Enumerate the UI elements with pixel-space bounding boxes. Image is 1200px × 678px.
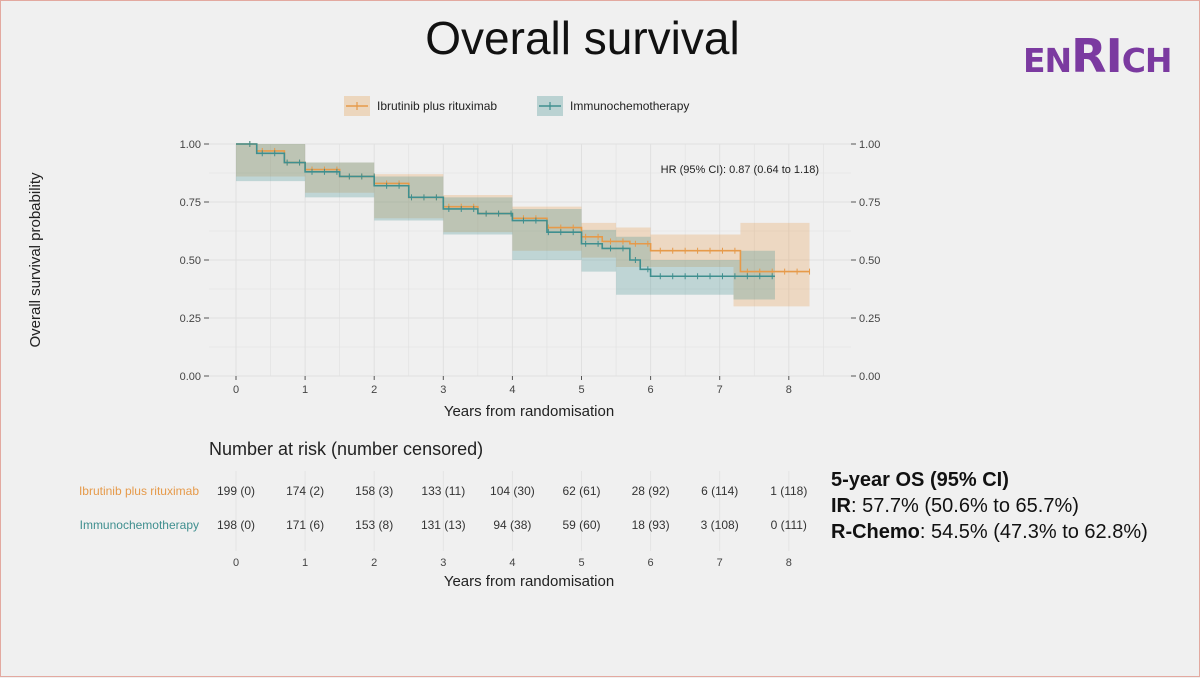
risk-cell: 94 (38) bbox=[493, 518, 531, 532]
risk-cell: 131 (13) bbox=[421, 518, 466, 532]
legend-label: Immunochemotherapy bbox=[570, 99, 689, 113]
risk-cell: 62 (61) bbox=[562, 484, 600, 498]
slide-title: Overall survival bbox=[425, 12, 740, 64]
os-rchemo-line: R-Chemo: 54.5% (47.3% to 62.8%) bbox=[831, 519, 1148, 545]
risk-cell: 3 (108) bbox=[701, 518, 739, 532]
os-ir-line: IR: 57.7% (50.6% to 65.7%) bbox=[831, 493, 1148, 519]
axes: 0.00 0.00 0.25 0.25 0.50 0.50 0.75 0.75 1.00 1.00… bbox=[180, 139, 881, 396]
os-rchemo-value: : 54.5% (47.3% to 62.8%) bbox=[919, 521, 1148, 543]
y-tick-label-right: 0.00 bbox=[859, 371, 880, 383]
risk-cell: 6 (114) bbox=[701, 484, 738, 498]
risk-cell: 0 (111) bbox=[771, 518, 807, 532]
os-ir-label: IR bbox=[831, 495, 851, 517]
logo-part-en: EN bbox=[1023, 41, 1072, 80]
survival-line bbox=[236, 143, 775, 278]
ci-band bbox=[236, 144, 810, 307]
risk-x-axis-label: Years from randomisation bbox=[444, 573, 614, 590]
survival-curves bbox=[236, 141, 811, 280]
y-tick-label-right: 0.50 bbox=[859, 255, 880, 267]
enrich-logo: ENRICH bbox=[1023, 29, 1173, 83]
y-tick-label: 0.25 bbox=[180, 313, 201, 325]
hr-annotation: HR (95% CI): 0.87 (0.64 to 1.18) bbox=[661, 164, 819, 176]
risk-x-tick-label: 3 bbox=[440, 557, 446, 569]
risk-cell: 171 (6) bbox=[286, 518, 324, 532]
y-tick-label-right: 0.75 bbox=[859, 197, 880, 209]
risk-cell: 28 (92) bbox=[632, 484, 670, 498]
risk-x-tick-label: 0 bbox=[233, 557, 239, 569]
y-tick-label-right: 1.00 bbox=[859, 139, 880, 151]
os-rchemo-label: R-Chemo bbox=[831, 521, 920, 543]
risk-x-tick-label: 7 bbox=[717, 557, 723, 569]
y-tick-label: 0.00 bbox=[180, 371, 201, 383]
risk-x-tick-label: 1 bbox=[302, 557, 308, 569]
x-tick-label: 0 bbox=[233, 384, 239, 396]
x-tick-label: 8 bbox=[786, 384, 792, 396]
risk-row-label: Immunochemotherapy bbox=[80, 518, 199, 532]
logo-part-ch: CH bbox=[1121, 41, 1173, 80]
risk-x-tick-label: 4 bbox=[509, 557, 515, 569]
risk-x-tick-label: 8 bbox=[786, 557, 792, 569]
y-tick-label: 0.50 bbox=[180, 255, 201, 267]
y-tick-label-right: 0.25 bbox=[859, 313, 880, 325]
risk-cell: 174 (2) bbox=[286, 484, 324, 498]
risk-cell: 59 (60) bbox=[562, 518, 600, 532]
risk-cell: 198 (0) bbox=[217, 518, 255, 532]
legend-label: Ibrutinib plus rituximab bbox=[377, 99, 497, 113]
os-ir-value: : 57.7% (50.6% to 65.7%) bbox=[851, 495, 1079, 517]
x-tick-label: 4 bbox=[509, 384, 515, 396]
x-tick-label: 6 bbox=[648, 384, 654, 396]
risk-cell: 1 (118) bbox=[770, 484, 807, 498]
y-axis-label: Overall survival probability bbox=[27, 172, 44, 348]
y-tick-label: 1.00 bbox=[180, 139, 201, 151]
grid bbox=[209, 143, 851, 377]
risk-cell: 153 (8) bbox=[355, 518, 393, 532]
risk-x-tick-label: 5 bbox=[578, 557, 584, 569]
risk-x-tick-label: 6 bbox=[648, 557, 654, 569]
risk-cell: 18 (93) bbox=[632, 518, 670, 532]
risk-table: Ibrutinib plus rituximab 199 (0) 174 (2) 15… bbox=[79, 471, 807, 569]
risk-table-title: Number at risk (number censored) bbox=[209, 439, 483, 459]
x-tick-label: 5 bbox=[578, 384, 584, 396]
risk-cell: 133 (11) bbox=[421, 484, 465, 498]
risk-cell: 158 (3) bbox=[355, 484, 393, 498]
x-tick-label: 7 bbox=[717, 384, 723, 396]
logo-part-ri: RI bbox=[1071, 29, 1123, 83]
risk-cell: 199 (0) bbox=[217, 484, 255, 498]
risk-cell: 104 (30) bbox=[490, 484, 535, 498]
risk-row-label: Ibrutinib plus rituximab bbox=[79, 484, 199, 498]
os-heading: 5-year OS (95% CI) bbox=[831, 469, 1009, 491]
risk-x-tick-label: 2 bbox=[371, 557, 377, 569]
x-tick-label: 2 bbox=[371, 384, 377, 396]
os-summary: 5-year OS (95% CI) IR: 57.7% (50.6% to 6… bbox=[831, 467, 1148, 545]
legend: Ibrutinib plus rituximab Immunochemothera… bbox=[344, 96, 689, 116]
x-axis-label: Years from randomisation bbox=[444, 403, 614, 420]
x-tick-label: 3 bbox=[440, 384, 446, 396]
y-tick-label: 0.75 bbox=[180, 197, 201, 209]
x-tick-label: 1 bbox=[302, 384, 308, 396]
